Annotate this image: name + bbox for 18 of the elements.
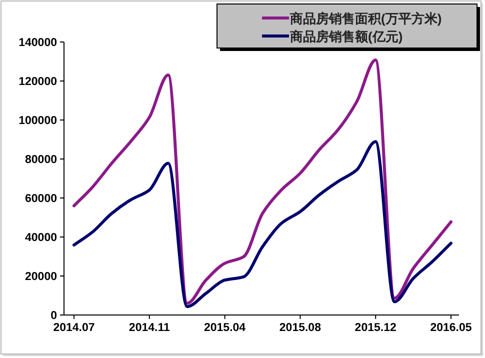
x-tick-label: 2016.05 <box>430 322 472 334</box>
line-series <box>72 58 452 305</box>
y-tick-label: 80000 <box>25 154 57 166</box>
x-tick-label: 2015.12 <box>354 322 396 334</box>
y-tick-label: 140000 <box>18 37 57 49</box>
x-tick-label: 2014.07 <box>53 322 95 334</box>
x-tick-label: 2015.04 <box>204 322 246 334</box>
y-tick-label: 0 <box>50 310 57 322</box>
y-tick-label: 120000 <box>18 76 57 88</box>
y-tick-label: 60000 <box>25 193 57 205</box>
legend-label: 商品房销售额(亿元) <box>289 29 403 44</box>
legend-label: 商品房销售面积(万平方米) <box>289 11 442 26</box>
x-tick-label: 2014.11 <box>128 322 170 334</box>
y-tick-label: 40000 <box>25 232 57 244</box>
y-tick-label: 100000 <box>18 115 57 127</box>
y-tick-label: 20000 <box>25 271 57 283</box>
x-tick-label: 2015.08 <box>279 322 322 334</box>
line-series <box>72 140 452 308</box>
